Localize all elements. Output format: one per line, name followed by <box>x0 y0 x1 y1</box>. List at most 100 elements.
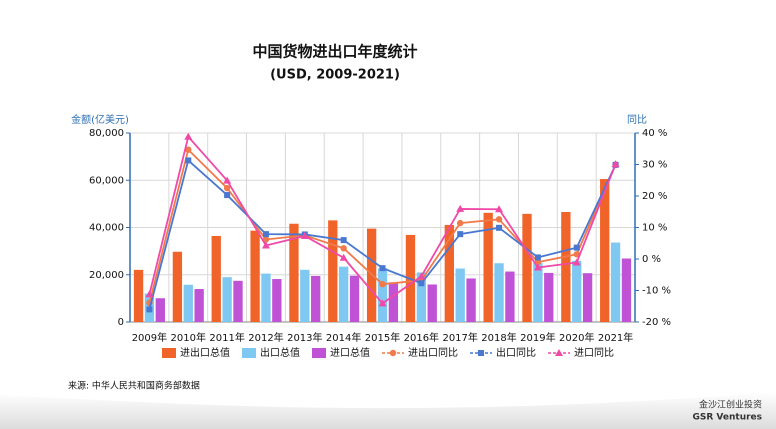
x-tick-label: 2016年 <box>404 331 439 344</box>
y2-tick-label: 40 % <box>642 128 667 139</box>
line-marker <box>262 231 269 238</box>
x-tick-label: 2014年 <box>326 331 361 344</box>
legend-label: 进口同比 <box>574 347 614 359</box>
bar <box>544 272 554 322</box>
brand-name-cn: 金沙江创业投资 <box>699 399 762 411</box>
bar <box>522 213 532 322</box>
line-marker <box>457 231 464 238</box>
bar <box>211 235 221 322</box>
line-marker <box>145 290 154 298</box>
bar <box>427 284 437 322</box>
x-tick-label: 2020年 <box>559 331 594 344</box>
chart-title: 中国货物进出口年度统计 <box>252 43 417 61</box>
bar <box>561 212 571 322</box>
y2-tick-label: 10 % <box>642 223 667 234</box>
line-marker <box>184 132 193 140</box>
line-marker <box>224 192 231 199</box>
line-marker <box>146 306 153 313</box>
line-marker <box>534 254 541 261</box>
line-marker <box>340 237 347 244</box>
line-marker <box>223 184 231 192</box>
y-tick-label: 40,000 <box>89 223 124 234</box>
legend-swatch <box>242 348 256 358</box>
line-marker <box>495 205 504 213</box>
bar <box>155 298 165 322</box>
legend-label: 出口总值 <box>260 346 300 359</box>
bar <box>444 224 454 322</box>
bar <box>572 260 582 322</box>
legend-marker <box>478 350 484 356</box>
line-marker <box>456 219 464 227</box>
legend-label: 进出口同比 <box>408 346 458 359</box>
bar <box>505 271 515 322</box>
y2-tick-label: -20 % <box>642 317 671 328</box>
x-tick-label: 2018年 <box>481 331 516 344</box>
bar <box>272 279 282 322</box>
x-tick-label: 2010年 <box>171 331 206 344</box>
line-marker <box>261 241 270 249</box>
bar <box>600 179 610 322</box>
y-tick-label: 20,000 <box>89 270 124 281</box>
x-tick-label: 2013年 <box>287 331 322 344</box>
line-marker <box>300 232 309 240</box>
bar <box>494 263 504 322</box>
bar <box>610 242 621 322</box>
legend-label: 进出口总值 <box>180 346 230 359</box>
bar <box>455 268 465 322</box>
line-marker <box>340 245 347 252</box>
x-tick-label: 2021年 <box>598 331 633 344</box>
legend-marker <box>389 349 397 357</box>
line-marker <box>379 265 386 272</box>
bar <box>483 212 493 322</box>
bar <box>183 284 193 322</box>
bar <box>172 251 183 322</box>
bar <box>388 282 399 322</box>
line-marker <box>573 251 580 258</box>
bar <box>261 273 271 322</box>
line-marker <box>379 281 386 288</box>
bar <box>300 269 310 322</box>
x-tick-label: 2009年 <box>132 331 167 344</box>
bar <box>133 269 144 322</box>
chart-subtitle: (USD, 2009-2021) <box>270 68 400 83</box>
line-marker <box>456 204 465 212</box>
line-marker <box>573 244 580 251</box>
legend-swatch <box>312 348 326 358</box>
x-tick-label: 2019年 <box>520 331 555 344</box>
y2-tick-label: 30 % <box>642 160 667 171</box>
y-axis-label: 金额(亿美元) <box>71 113 129 126</box>
bar <box>416 272 427 322</box>
y2-tick-label: 0 % <box>642 254 661 265</box>
y-tick-label: 60,000 <box>89 175 124 186</box>
bar <box>250 230 260 322</box>
legend-marker <box>555 349 563 356</box>
x-tick-label: 2015年 <box>365 331 400 344</box>
legend-swatch <box>162 348 176 358</box>
bar <box>533 262 543 322</box>
y2-axis-label: 同比 <box>627 114 647 126</box>
line-marker <box>496 224 503 231</box>
line-marker <box>417 272 426 280</box>
legend-label: 进口总值 <box>330 346 370 359</box>
line-marker <box>611 160 620 168</box>
source-note: 来源: 中华人民共和国商务部数据 <box>68 380 200 392</box>
bar <box>328 220 338 322</box>
line-marker <box>533 263 542 271</box>
x-tick-label: 2012年 <box>248 331 283 344</box>
brand-name-en: GSR Ventures <box>692 413 762 423</box>
bar <box>349 275 360 322</box>
bar <box>311 275 321 322</box>
legend-label: 出口同比 <box>496 346 536 359</box>
x-tick-label: 2011年 <box>209 331 244 344</box>
line-marker <box>223 176 232 184</box>
bar <box>621 258 632 322</box>
bar <box>233 280 243 322</box>
line-marker <box>418 280 425 287</box>
background-wave <box>0 392 776 429</box>
line-marker <box>378 299 387 307</box>
bar <box>194 289 204 322</box>
bar <box>582 273 593 322</box>
bar <box>338 266 349 322</box>
y2-tick-label: -10 % <box>642 286 671 297</box>
